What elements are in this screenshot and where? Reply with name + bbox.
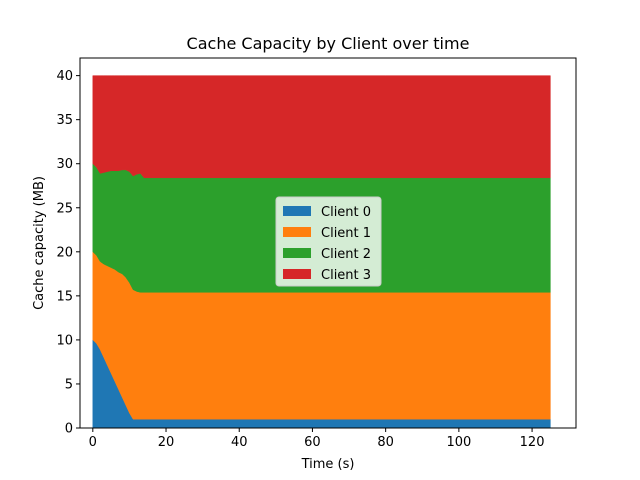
x-tick-label: 60 [304,435,321,450]
y-tick-label: 30 [56,157,73,172]
legend-label-0: Client 0 [321,205,371,220]
legend-swatch-1 [283,227,311,237]
area-series-3 [92,75,551,179]
legend-label-2: Client 2 [321,247,371,262]
y-tick-label: 40 [56,69,73,84]
legend-box [275,196,382,287]
plot-frame [79,57,577,429]
legend-swatch-0 [283,206,311,216]
legend-label-1: Client 1 [321,226,371,241]
y-tick-label: 15 [56,289,73,304]
legend-swatch-2 [283,248,311,258]
y-axis: 0 5 10 15 20 25 30 35 40 [56,69,80,437]
y-axis-label: Cache capacity (MB) [32,176,47,310]
x-tick-label: 100 [446,435,471,450]
x-tick-label: 80 [377,435,394,450]
y-tick-label: 5 [65,377,73,392]
legend-label-3: Client 3 [321,268,371,283]
y-tick-label: 10 [56,333,73,348]
legend-swatch-3 [283,269,311,279]
x-tick-label: 20 [158,435,175,450]
x-axis-label: Time (s) [301,457,355,472]
y-tick-label: 25 [56,201,73,216]
y-tick-label: 20 [56,245,73,260]
area-series-group [92,75,551,429]
x-axis: 0 20 40 60 80 100 120 [89,428,545,450]
y-tick-label: 0 [65,422,73,437]
chart-title: Cache Capacity by Client over time [187,34,470,53]
x-tick-label: 120 [520,435,545,450]
y-tick-label: 35 [56,113,73,128]
x-tick-label: 40 [231,435,248,450]
x-tick-label: 0 [89,435,97,450]
legend: Client 0 Client 1 Client 2 Client 3 [275,196,382,287]
